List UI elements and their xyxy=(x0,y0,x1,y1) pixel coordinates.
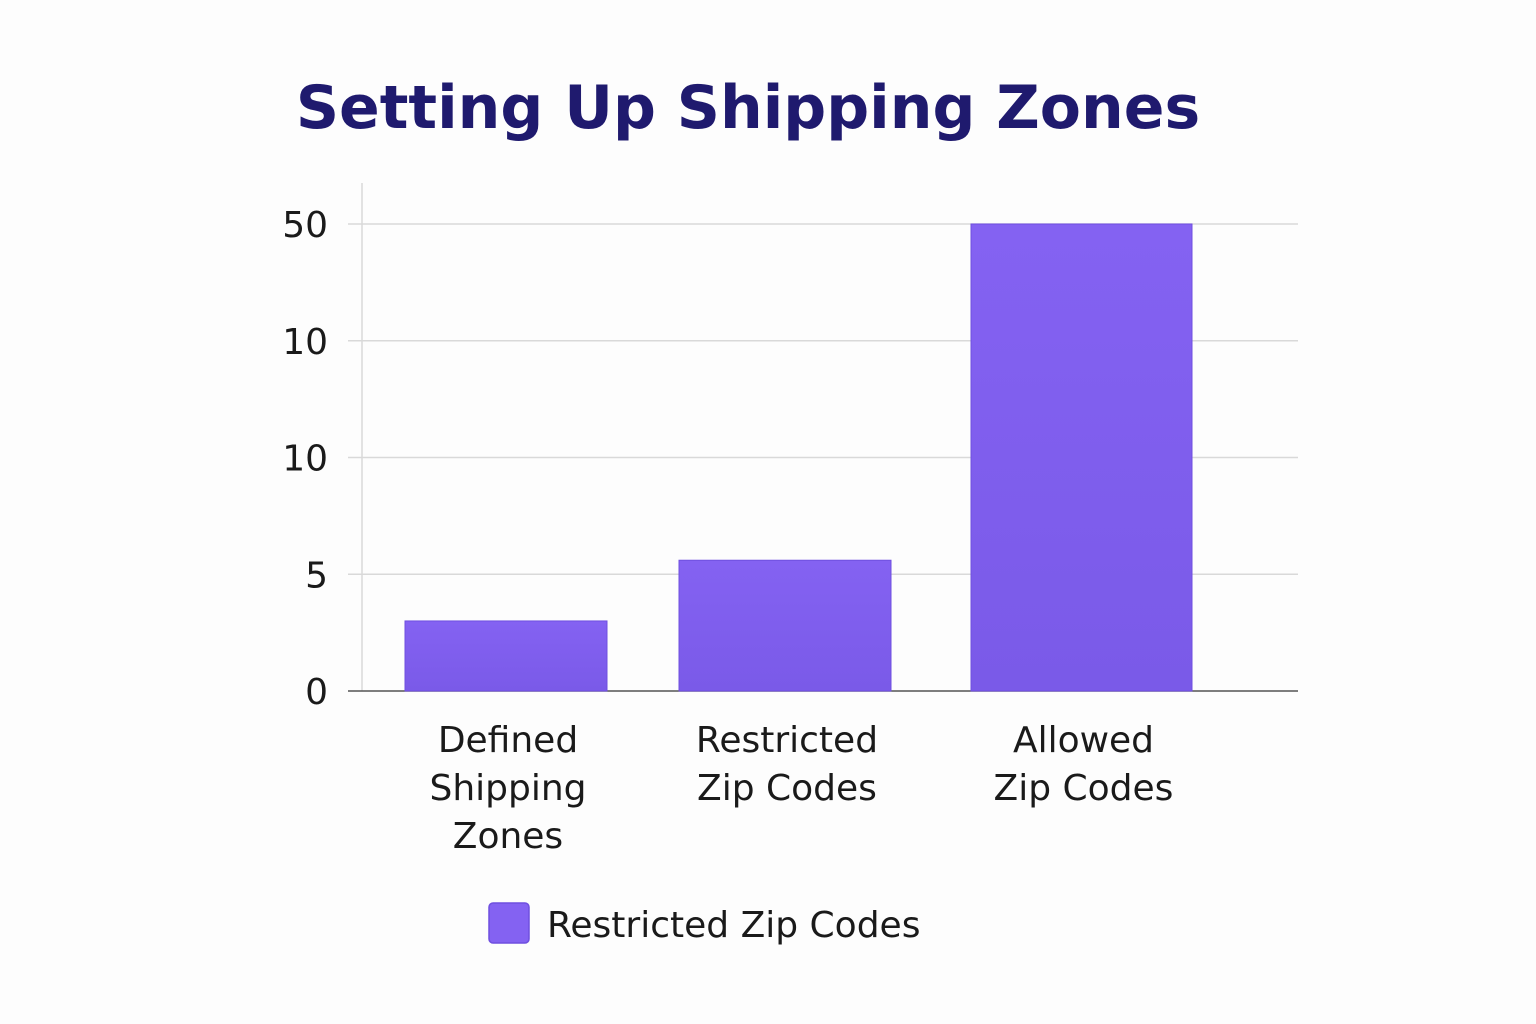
bars xyxy=(404,223,1193,692)
bar-1 xyxy=(678,559,892,692)
y-tick-label: 10 xyxy=(282,439,328,480)
legend-label: Restricted Zip Codes xyxy=(547,905,920,946)
x-category-label: Defined Shipping Zones xyxy=(429,720,586,857)
y-tick-labels: 0 5 10 10 50 xyxy=(282,205,328,713)
x-category-label: Allowed Zip Codes xyxy=(994,720,1174,809)
x-category-label: Restricted Zip Codes xyxy=(696,720,878,809)
chart-title: Setting Up Shipping Zones xyxy=(296,73,1200,143)
y-tick-label: 5 xyxy=(305,555,328,596)
legend-swatch xyxy=(488,902,530,944)
bar-2 xyxy=(970,223,1193,692)
y-tick-label: 50 xyxy=(282,205,328,246)
y-tick-label: 10 xyxy=(282,322,328,363)
y-tick-label: 0 xyxy=(305,672,328,713)
legend: Restricted Zip Codes xyxy=(488,902,920,946)
x-category-labels: Defined Shipping Zones Restricted Zip Codes A… xyxy=(429,720,1173,857)
bar-0 xyxy=(404,620,608,692)
